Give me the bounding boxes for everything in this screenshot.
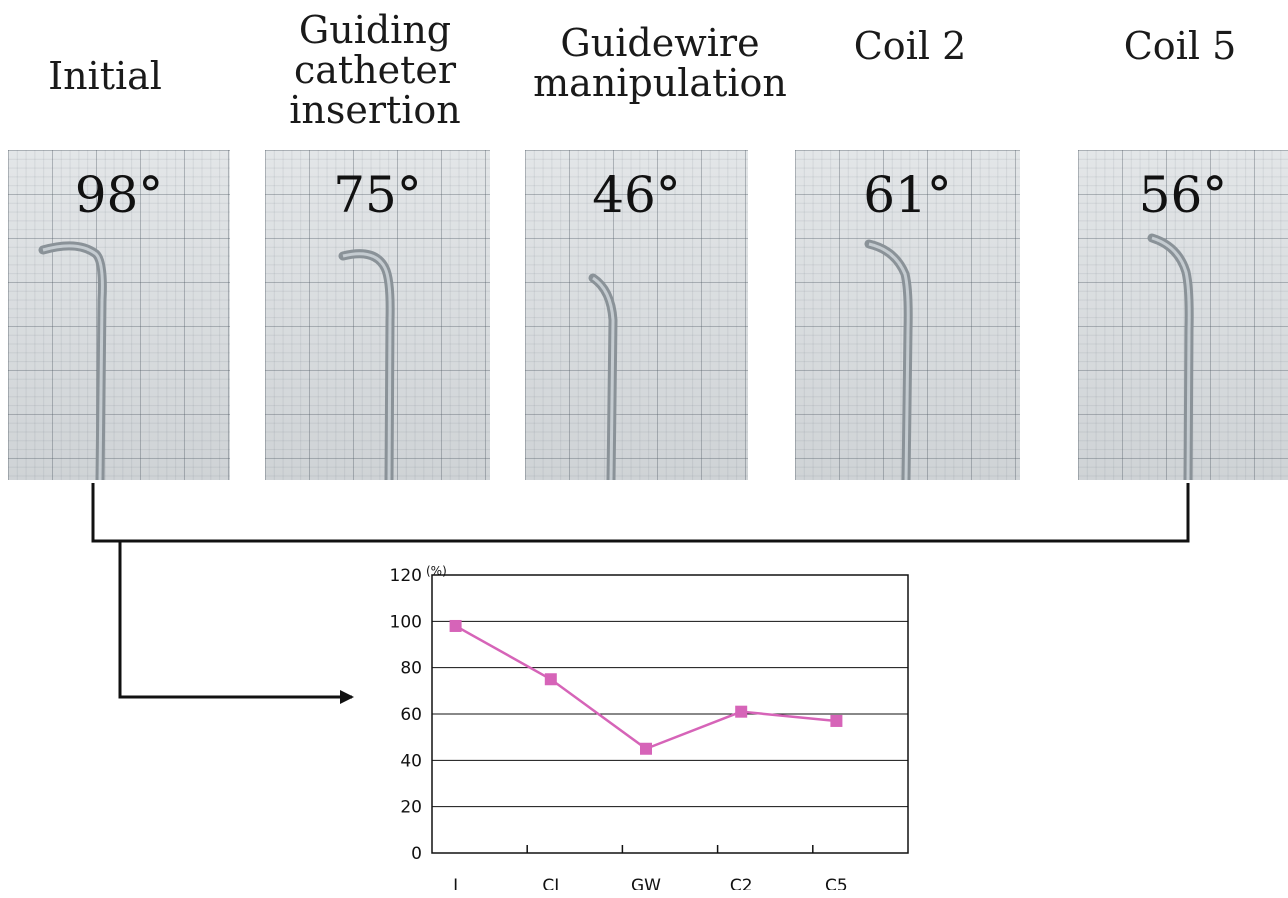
angle-label-guiding-catheter-insertion: 75° (333, 166, 422, 224)
x-tick-label: CI (542, 876, 559, 890)
data-point-marker (640, 742, 652, 755)
plot-area-frame (431, 574, 909, 854)
catheter-shape-guidewire-manipulation (588, 273, 618, 480)
y-tick-label: 40 (400, 751, 422, 771)
line-chart: 0 20 40 60 80 100 120 (%) I CI GW C2 C5 (390, 564, 909, 890)
angle-label-coil-5: 56° (1138, 166, 1228, 224)
y-axis-unit-label: (%) (426, 564, 447, 578)
data-point-marker (449, 619, 462, 632)
x-tick-label: GW (631, 876, 661, 890)
x-tick-label: C5 (825, 876, 848, 890)
stage-title-initial: Initial (48, 54, 162, 98)
series-polyline (454, 624, 837, 751)
x-tick-label: I (453, 876, 458, 890)
data-point-marker (544, 673, 557, 686)
y-tick-label: 120 (390, 566, 422, 586)
angle-label-initial: 98° (74, 166, 164, 224)
y-tick-label: 0 (411, 844, 422, 864)
catheter-shape-guiding-catheter-insertion (338, 249, 395, 480)
angle-label-coil-2: 61° (863, 166, 952, 224)
catheter-shape-coil-5 (1147, 233, 1194, 480)
photo-coil-2: 61° (795, 150, 1020, 480)
catheter-shape-coil-2 (864, 239, 913, 480)
y-tick-label: 60 (400, 705, 422, 725)
y-tick-labels: 0 20 40 60 80 100 120 (390, 566, 422, 864)
photo-guiding-catheter-insertion: 75° (265, 150, 490, 480)
y-tick-label: 80 (400, 659, 422, 679)
y-tick-label: 100 (390, 612, 422, 632)
stage-title-guidewire-manipulation: Guidewire manipulation (533, 21, 787, 105)
x-tick-labels: I CI GW C2 C5 (453, 845, 848, 890)
photo-guidewire-manipulation: 46° (525, 150, 748, 480)
x-tick-label: C2 (730, 876, 753, 890)
photo-initial: 98° (8, 150, 230, 480)
angle-label-guidewire-manipulation: 46° (592, 166, 681, 224)
photo-coil-5: 56° (1078, 150, 1288, 480)
data-point-marker (735, 705, 748, 718)
stage-title-guiding-catheter-insertion: Guiding catheter insertion (289, 8, 461, 132)
y-tick-label: 20 (400, 798, 422, 818)
data-point-marker (830, 714, 843, 727)
catheter-shape-initial (38, 241, 107, 480)
stage-title-coil-5: Coil 5 (1123, 24, 1237, 68)
chart-gridlines (432, 620, 908, 808)
series-line (449, 619, 843, 755)
stage-title-coil-2: Coil 2 (853, 24, 967, 68)
